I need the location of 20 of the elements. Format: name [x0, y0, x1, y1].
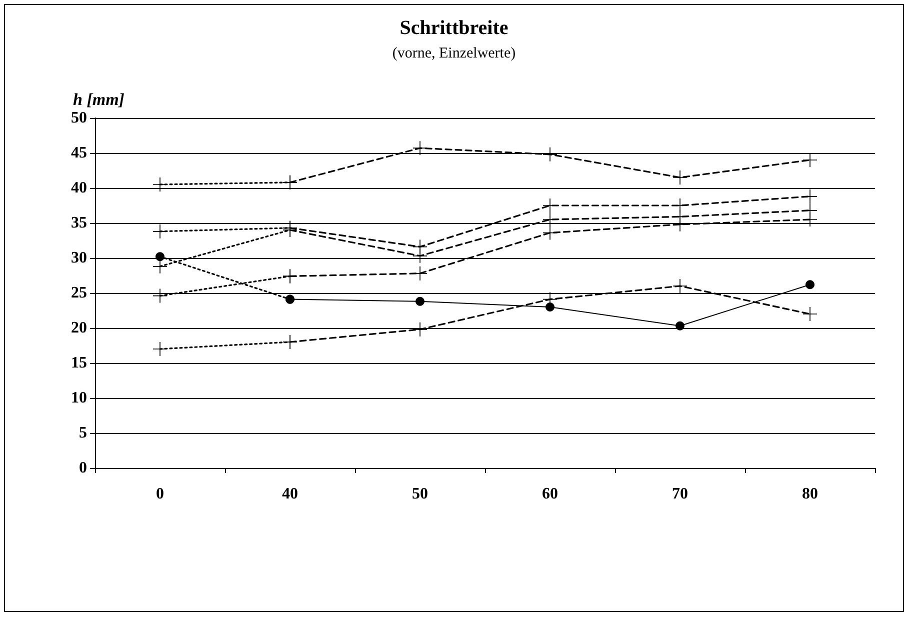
y-tick-label: 25 [71, 284, 87, 302]
chart-title: Schrittbreite [400, 17, 508, 39]
y-tick-label: 30 [71, 250, 87, 266]
x-tick-label: 0 [156, 486, 164, 502]
y-tick-label: 50 [71, 110, 87, 126]
x-tick-label: 40 [282, 486, 298, 502]
x-tick-label: 70 [672, 486, 688, 502]
y-tick-label: 10 [71, 390, 87, 406]
y-tick-label: 15 [71, 354, 87, 372]
chart-subtitle: (vorne, Einzelwerte) [392, 46, 516, 62]
x-tick-label: 60 [542, 486, 558, 502]
y-tick-label: 35 [71, 214, 87, 232]
y-tick-label: 5 [79, 424, 87, 442]
x-tick-label: 80 [802, 486, 818, 502]
y-tick-label: 40 [71, 180, 87, 196]
x-tick-label: 50 [412, 486, 428, 502]
y-tick-label: 0 [79, 460, 87, 476]
y-tick-label: 45 [71, 144, 87, 162]
y-tick-label: 20 [71, 320, 87, 336]
y-axis-title: h [mm] [73, 90, 125, 109]
